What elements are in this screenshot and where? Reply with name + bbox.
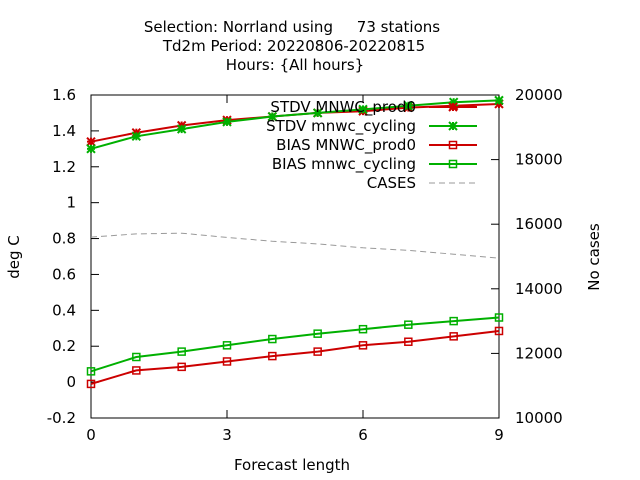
y2-tick-label: 18000 (515, 151, 563, 169)
data-point (403, 101, 414, 111)
data-point (358, 341, 368, 350)
data-point (449, 316, 458, 326)
x-tick-label: 9 (494, 426, 504, 444)
y-tick-label: 0.4 (52, 301, 76, 319)
data-point (268, 334, 277, 344)
x-axis-label: Forecast length (234, 456, 350, 474)
series-line (90, 330, 500, 385)
y-axis-label: deg C (5, 235, 23, 279)
title-line-1: Selection: Norrland using 73 stations (144, 18, 440, 36)
series-2 (86, 326, 504, 389)
y-tick-label: 0.2 (52, 337, 76, 355)
legend-marker (448, 102, 458, 112)
legend-marker (448, 140, 458, 150)
series-line (90, 316, 500, 373)
title-line-2: Td2m Period: 20220806-20220815 (162, 37, 425, 55)
data-point (404, 320, 413, 329)
legend-item: STDV MNWC_prod0 (270, 98, 477, 117)
y-tick-label: 0.6 (52, 265, 76, 283)
legend-item: BIAS MNWC_prod0 (276, 136, 477, 155)
legend-label: CASES (367, 174, 416, 192)
data-point (494, 95, 504, 106)
legend-label: STDV MNWC_prod0 (270, 98, 416, 117)
data-point (222, 357, 232, 366)
data-point (404, 337, 413, 346)
data-point (313, 329, 322, 338)
chart-title: Selection: Norrland using 73 stations Td… (144, 18, 440, 74)
y2-tick-label: 16000 (515, 215, 563, 233)
legend-marker (448, 159, 458, 169)
data-point (358, 324, 368, 334)
data-point (494, 313, 504, 322)
data-point (177, 362, 186, 372)
series-line (90, 232, 500, 259)
data-point (268, 351, 277, 361)
data-point (312, 108, 323, 118)
legend-marker (448, 121, 458, 131)
data-point (177, 347, 186, 356)
y-tick-label: 1.6 (52, 86, 76, 104)
y-tick-label: 1.2 (52, 158, 76, 176)
data-point (86, 136, 96, 147)
data-point (222, 341, 232, 350)
series-3 (86, 313, 504, 376)
data-point (313, 347, 322, 356)
data-point (176, 124, 187, 134)
data-point (86, 144, 96, 154)
legend-label: BIAS mnwc_cycling (272, 155, 416, 174)
title-line-3: Hours: {All hours} (226, 56, 364, 74)
data-point (358, 104, 368, 115)
y-tick-label: -0.2 (47, 409, 76, 427)
y-tick-label: 1.4 (52, 122, 76, 140)
series-4 (90, 232, 500, 259)
data-point (449, 332, 458, 341)
legend-label: BIAS MNWC_prod0 (276, 136, 416, 155)
y2-tick-label: 20000 (515, 86, 563, 104)
data-point (132, 366, 141, 375)
x-tick-label: 3 (222, 426, 232, 444)
data-point (86, 379, 96, 389)
data-point (131, 131, 142, 141)
y2-axis-label: No cases (585, 223, 603, 291)
data-point (132, 352, 141, 362)
x-tick-label: 6 (358, 426, 368, 444)
data-point (494, 326, 504, 336)
y2-tick-label: 14000 (515, 280, 563, 298)
series-layer (86, 95, 504, 389)
plot-frame (90, 94, 500, 419)
data-point (86, 367, 96, 376)
legend-item: BIAS mnwc_cycling (272, 155, 477, 174)
series-line (90, 99, 500, 150)
legend-item: CASES (367, 174, 477, 192)
y-tick-label: 0 (66, 373, 76, 391)
legend-label: STDV mnwc_cycling (266, 117, 416, 136)
y-tick-label: 1 (66, 194, 76, 212)
x-tick-label: 0 (86, 426, 96, 444)
legend-item: STDV mnwc_cycling (266, 117, 477, 136)
data-point (222, 117, 232, 127)
y-tick-label: 0.8 (52, 230, 76, 248)
y2-tick-label: 12000 (515, 344, 563, 362)
data-point (267, 111, 278, 122)
y2-tick-label: 10000 (515, 409, 563, 427)
series-1 (86, 95, 504, 154)
axis-ticks: -0.2 0 0.2 0.4 0.6 0.8 1 1.2 1.4 1.6 0 3 6 9 10000 1200… (47, 86, 563, 444)
